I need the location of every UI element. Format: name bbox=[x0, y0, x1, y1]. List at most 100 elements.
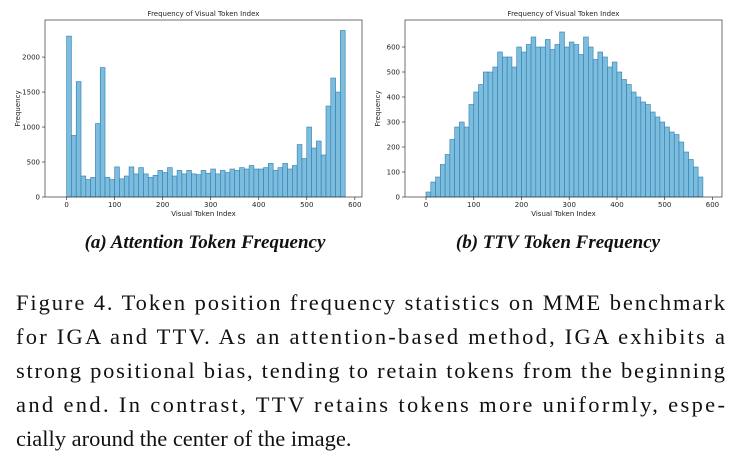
bar bbox=[253, 168, 260, 198]
y-tick-label: 100 bbox=[387, 169, 400, 177]
bar bbox=[430, 181, 436, 198]
bar bbox=[535, 46, 541, 198]
x-tick-label: 400 bbox=[610, 201, 623, 209]
bar bbox=[234, 170, 240, 198]
bar bbox=[258, 168, 264, 198]
bar bbox=[66, 35, 72, 198]
bar bbox=[611, 61, 618, 198]
caption-line: Figure 4. Token position frequency stati… bbox=[16, 290, 726, 315]
bar bbox=[162, 172, 168, 198]
bar bbox=[549, 49, 556, 198]
bar bbox=[650, 111, 656, 198]
bar bbox=[511, 66, 518, 198]
bar bbox=[530, 36, 537, 198]
bar bbox=[282, 163, 288, 198]
bar bbox=[654, 116, 661, 198]
bar bbox=[492, 66, 498, 198]
x-tick-label: 300 bbox=[204, 201, 217, 209]
x-tick-label: 100 bbox=[108, 201, 121, 209]
bar bbox=[90, 177, 96, 198]
bar bbox=[635, 96, 642, 198]
bar bbox=[621, 79, 627, 198]
bar bbox=[583, 36, 589, 198]
bar bbox=[195, 174, 202, 198]
bar bbox=[171, 175, 178, 198]
y-tick-label: 500 bbox=[387, 69, 400, 77]
bar bbox=[454, 126, 460, 198]
subfigure-caption: (a) Attention Token Frequency bbox=[85, 232, 326, 253]
bar bbox=[673, 134, 680, 198]
bar bbox=[444, 154, 451, 198]
bar bbox=[268, 163, 274, 198]
bar bbox=[272, 170, 279, 198]
bar bbox=[683, 151, 689, 198]
x-axis-label: Visual Token Index bbox=[531, 210, 596, 218]
caption-line: and end. In contrast, TTV retains tokens… bbox=[16, 392, 725, 417]
caption-line: cially around the center of the image. bbox=[16, 426, 351, 451]
axes-frame bbox=[404, 19, 723, 198]
bar bbox=[99, 67, 106, 198]
bar bbox=[645, 104, 651, 198]
x-tick-label: 500 bbox=[300, 201, 313, 209]
bar bbox=[640, 101, 646, 198]
bar bbox=[449, 139, 455, 198]
bar bbox=[425, 191, 432, 198]
bar bbox=[143, 173, 149, 198]
bar bbox=[191, 173, 197, 198]
bar bbox=[80, 175, 87, 198]
bar bbox=[559, 31, 565, 198]
bar bbox=[506, 56, 513, 198]
bar bbox=[693, 166, 699, 198]
bar bbox=[592, 59, 599, 198]
y-tick-label: 200 bbox=[387, 144, 400, 152]
bar bbox=[205, 172, 212, 198]
caption-line: strong positional bias, tending to retai… bbox=[16, 358, 725, 383]
x-tick-label: 400 bbox=[252, 201, 265, 209]
bar bbox=[71, 135, 77, 198]
bar bbox=[473, 91, 479, 198]
bar bbox=[215, 173, 221, 198]
bar bbox=[152, 175, 159, 198]
bar bbox=[482, 71, 489, 198]
bar bbox=[502, 56, 508, 198]
caption-line: for IGA and TTV. As an attention-based m… bbox=[16, 324, 725, 349]
bar bbox=[248, 165, 255, 198]
bar bbox=[229, 168, 236, 198]
y-tick-label: 2000 bbox=[22, 54, 40, 62]
x-tick-label: 0 bbox=[424, 201, 428, 209]
x-tick-label: 100 bbox=[467, 201, 480, 209]
bar bbox=[224, 172, 231, 198]
bar bbox=[659, 121, 666, 198]
bar bbox=[157, 170, 163, 198]
bar bbox=[210, 168, 216, 198]
bar bbox=[301, 158, 308, 198]
bar bbox=[133, 173, 139, 198]
x-tick-label: 600 bbox=[706, 201, 719, 209]
bar bbox=[573, 44, 580, 198]
bar bbox=[85, 179, 91, 198]
bar bbox=[128, 166, 135, 198]
bar bbox=[75, 81, 82, 198]
bar bbox=[435, 176, 441, 198]
bar bbox=[306, 126, 312, 198]
bar bbox=[123, 175, 130, 198]
bar bbox=[340, 30, 346, 198]
bar bbox=[119, 178, 125, 198]
y-tick-label: 500 bbox=[27, 159, 40, 167]
y-tick-label: 0 bbox=[36, 194, 40, 202]
bar bbox=[459, 121, 465, 198]
bar bbox=[588, 46, 594, 198]
bar bbox=[220, 170, 226, 198]
y-tick-label: 600 bbox=[387, 44, 400, 52]
y-tick-label: 400 bbox=[387, 94, 400, 102]
bar bbox=[181, 173, 187, 198]
y-tick-label: 0 bbox=[396, 194, 400, 202]
bar bbox=[521, 51, 527, 198]
bar bbox=[167, 167, 173, 198]
bar bbox=[335, 91, 341, 198]
bar bbox=[287, 168, 293, 198]
bar bbox=[487, 71, 494, 198]
bar bbox=[244, 168, 250, 198]
bar bbox=[478, 84, 484, 198]
y-axis-label: Frequency bbox=[14, 90, 22, 126]
